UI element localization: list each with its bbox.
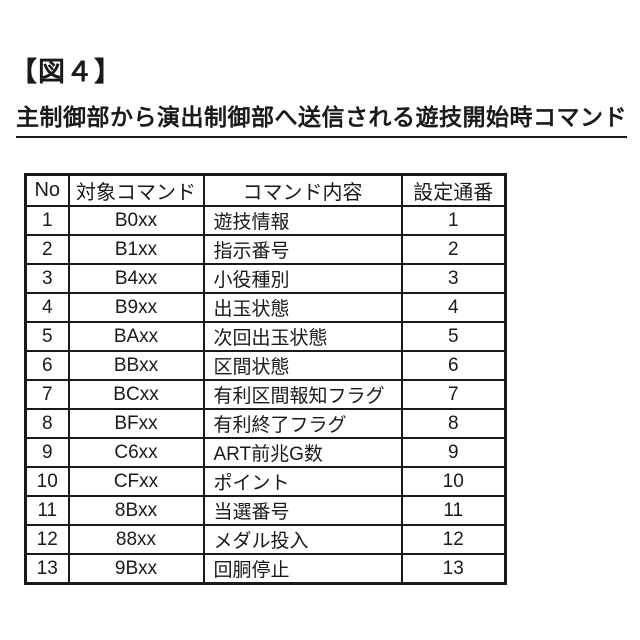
page-title: 主制御部から演出制御部へ送信される遊技開始時コマンド (16, 98, 627, 138)
column-header-command-content: コマンド内容 (202, 173, 403, 207)
target-command: B0xx (67, 205, 205, 236)
row-no: 1 (24, 205, 70, 236)
target-command: BFxx (67, 408, 205, 439)
setting-serial: 1 (400, 205, 507, 236)
command-content: 次回出玉状態 (202, 321, 403, 352)
target-command: BAxx (67, 321, 205, 352)
target-command: CFxx (67, 466, 205, 497)
command-content: メダル投入 (202, 524, 403, 555)
command-table-body: 1 B0xx 遊技情報 1 2 B1xx 指示番号 2 3 B4xx 小役種別 3 4 B9xx 出玉状態 4… (24, 205, 507, 585)
setting-serial: 5 (400, 321, 507, 352)
table-row: 1 B0xx 遊技情報 1 (24, 205, 507, 236)
row-no: 11 (24, 495, 70, 526)
target-command: C6xx (67, 437, 205, 468)
setting-serial: 9 (400, 437, 507, 468)
command-content: 区間状態 (202, 350, 403, 381)
row-no: 5 (24, 321, 70, 352)
target-command: B9xx (67, 292, 205, 323)
row-no: 9 (24, 437, 70, 468)
target-command: B4xx (67, 263, 205, 294)
row-no: 10 (24, 466, 70, 497)
table-row: 4 B9xx 出玉状態 4 (24, 292, 507, 323)
command-content: ART前兆G数 (202, 437, 403, 468)
header-row: No 対象コマンド コマンド内容 設定通番 (24, 173, 507, 207)
command-content: 指示番号 (202, 234, 403, 265)
setting-serial: 10 (400, 466, 507, 497)
command-content: 遊技情報 (202, 205, 403, 236)
setting-serial: 7 (400, 379, 507, 410)
command-content: 当選番号 (202, 495, 403, 526)
row-no: 8 (24, 408, 70, 439)
row-no: 2 (24, 234, 70, 265)
command-table: No 対象コマンド コマンド内容 設定通番 1 B0xx 遊技情報 1 2 B1xx 指示番号 2 3… (24, 173, 507, 585)
setting-serial: 6 (400, 350, 507, 381)
table-row: 6 BBxx 区間状態 6 (24, 350, 507, 381)
table-row: 2 B1xx 指示番号 2 (24, 234, 507, 265)
target-command: 88xx (67, 524, 205, 555)
target-command: 8Bxx (67, 495, 205, 526)
row-no: 13 (24, 553, 70, 585)
column-header-setting-serial: 設定通番 (400, 173, 507, 207)
column-header-row-no: No (24, 173, 70, 207)
setting-serial: 2 (400, 234, 507, 265)
setting-serial: 3 (400, 263, 507, 294)
table-row: 9 C6xx ART前兆G数 9 (24, 437, 507, 468)
setting-serial: 4 (400, 292, 507, 323)
target-command: B1xx (67, 234, 205, 265)
command-content: 回胴停止 (202, 553, 403, 585)
row-no: 3 (24, 263, 70, 294)
table-row: 7 BCxx 有利区間報知フラグ 7 (24, 379, 507, 410)
target-command: BCxx (67, 379, 205, 410)
setting-serial: 8 (400, 408, 507, 439)
setting-serial: 13 (400, 553, 507, 585)
row-no: 7 (24, 379, 70, 410)
table-row: 12 88xx メダル投入 12 (24, 524, 507, 555)
setting-serial: 11 (400, 495, 507, 526)
table-row: 8 BFxx 有利終了フラグ 8 (24, 408, 507, 439)
table-row: 11 8Bxx 当選番号 11 (24, 495, 507, 526)
target-command: 9Bxx (67, 553, 205, 585)
command-content: ポイント (202, 466, 403, 497)
table-row: 13 9Bxx 回胴停止 13 (24, 553, 507, 585)
command-content: 有利終了フラグ (202, 408, 403, 439)
command-content: 小役種別 (202, 263, 403, 294)
command-content: 有利区間報知フラグ (202, 379, 403, 410)
table-row: 3 B4xx 小役種別 3 (24, 263, 507, 294)
command-content: 出玉状態 (202, 292, 403, 323)
column-header-target-command: 対象コマンド (67, 173, 205, 207)
row-no: 12 (24, 524, 70, 555)
table-row: 10 CFxx ポイント 10 (24, 466, 507, 497)
table-row: 5 BAxx 次回出玉状態 5 (24, 321, 507, 352)
command-table-head: No 対象コマンド コマンド内容 設定通番 (24, 173, 507, 207)
row-no: 4 (24, 292, 70, 323)
target-command: BBxx (67, 350, 205, 381)
row-no: 6 (24, 350, 70, 381)
figure-label: 【図４】 (10, 57, 122, 87)
setting-serial: 12 (400, 524, 507, 555)
